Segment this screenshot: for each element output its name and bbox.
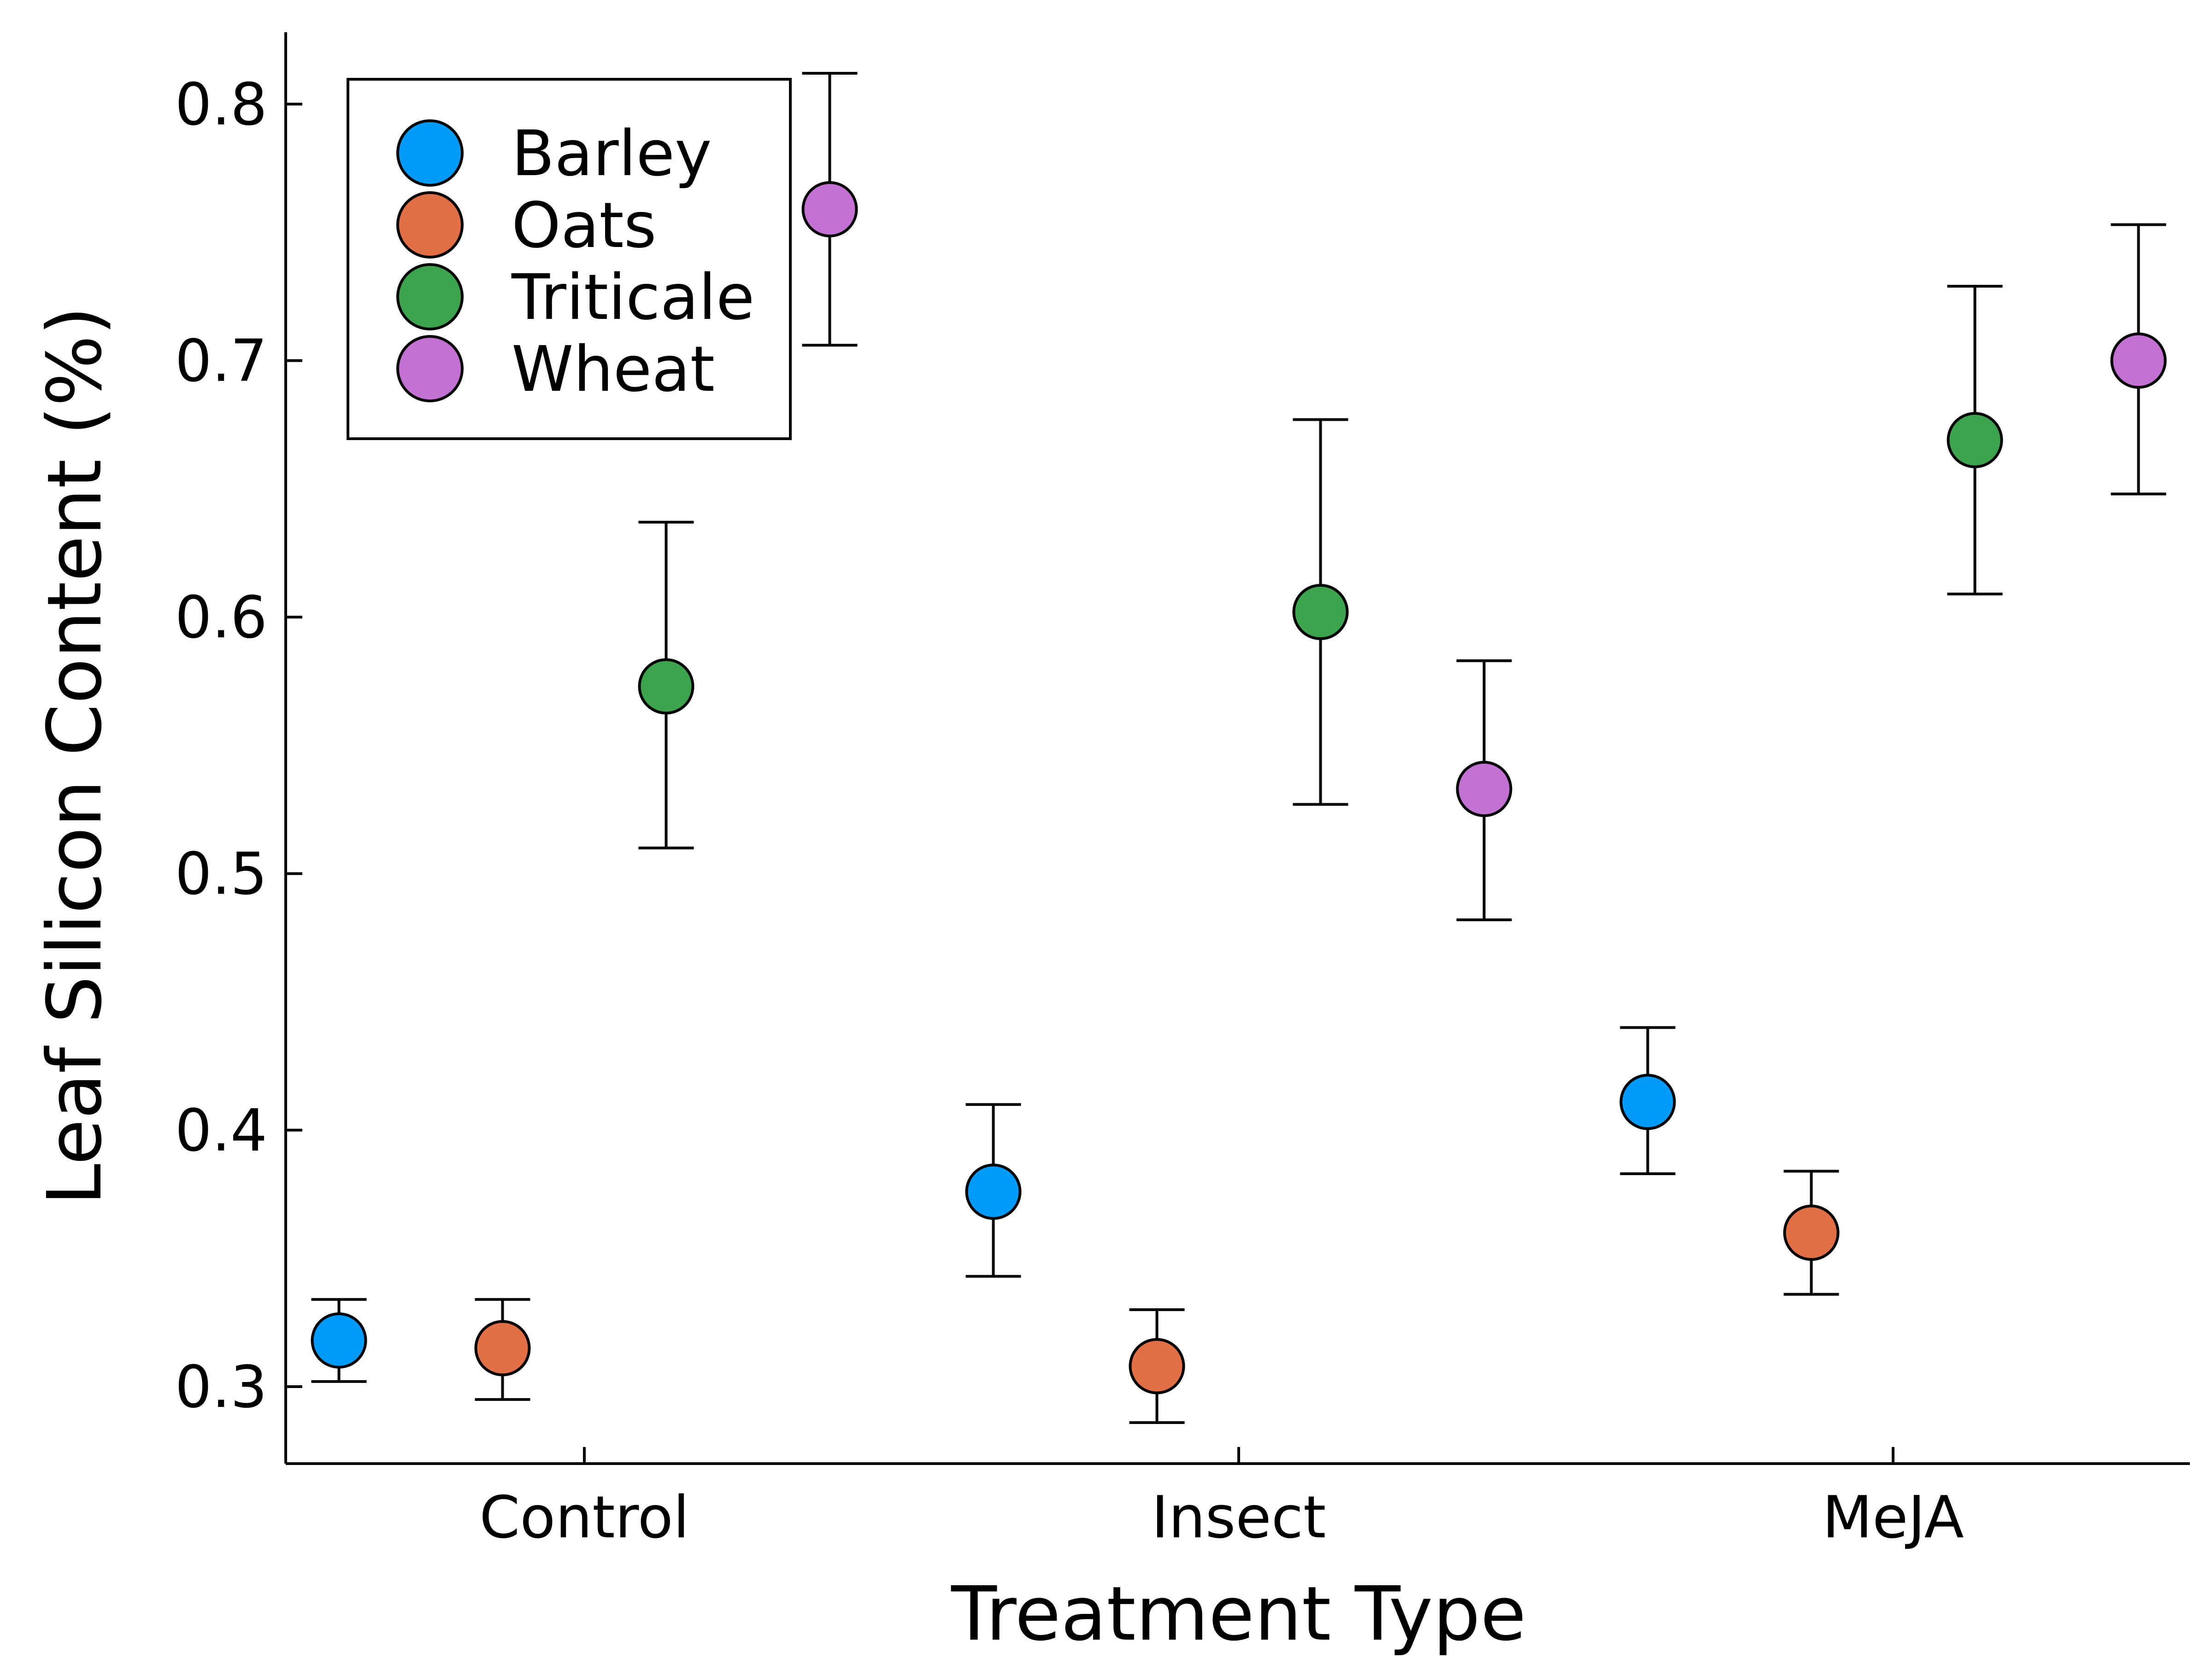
data-point: [801, 181, 858, 238]
data-point: [2110, 332, 2167, 389]
legend-item: Oats: [396, 189, 657, 262]
data-point: [1292, 583, 1349, 640]
data-point: [1947, 412, 2003, 469]
y-tick-label: 0.4: [175, 1096, 267, 1164]
legend-label: Wheat: [512, 333, 715, 406]
legend-marker: [396, 263, 464, 330]
series-wheat: [801, 72, 2167, 921]
series-barley: [311, 1026, 1676, 1383]
legend-label: Barley: [512, 118, 712, 190]
legend-item: Barley: [396, 118, 712, 190]
data-point: [311, 1312, 367, 1369]
data-point: [965, 1163, 1022, 1220]
y-tick-label: 0.7: [175, 327, 267, 394]
y-tick-label: 0.6: [175, 583, 267, 651]
y-tick-label: 0.5: [175, 840, 267, 908]
y-tick-label: 0.3: [175, 1353, 267, 1421]
legend-marker: [396, 335, 464, 402]
x-tick-label: Insect: [1152, 1483, 1326, 1551]
legend-label: Oats: [512, 189, 657, 262]
plot-area: [311, 72, 2167, 1424]
legend-marker: [396, 191, 464, 259]
legend-item: Wheat: [396, 333, 715, 406]
series-oats: [474, 1170, 1840, 1424]
legend-label: Triticale: [511, 261, 754, 334]
data-point: [474, 1320, 531, 1377]
data-point: [1129, 1338, 1185, 1394]
legend-marker: [396, 119, 464, 187]
series-triticale: [638, 285, 2003, 850]
data-point: [638, 658, 694, 715]
data-point: [1456, 761, 1512, 818]
axes: 0.3 0.4 0.5 0.6 0.7 0.8 Control Insect MeJA: [175, 32, 2190, 1551]
y-axis-title: Leaf Silicon Content (%): [32, 306, 118, 1205]
data-point: [1783, 1205, 1840, 1261]
x-tick-label: Control: [479, 1483, 689, 1551]
y-tick-label: 0.8: [175, 71, 267, 138]
x-tick-label: MeJA: [1822, 1483, 1964, 1551]
legend-item: Triticale: [396, 261, 754, 334]
data-point: [1619, 1074, 1676, 1130]
x-axis-title: Treatment Type: [951, 1571, 1526, 1658]
